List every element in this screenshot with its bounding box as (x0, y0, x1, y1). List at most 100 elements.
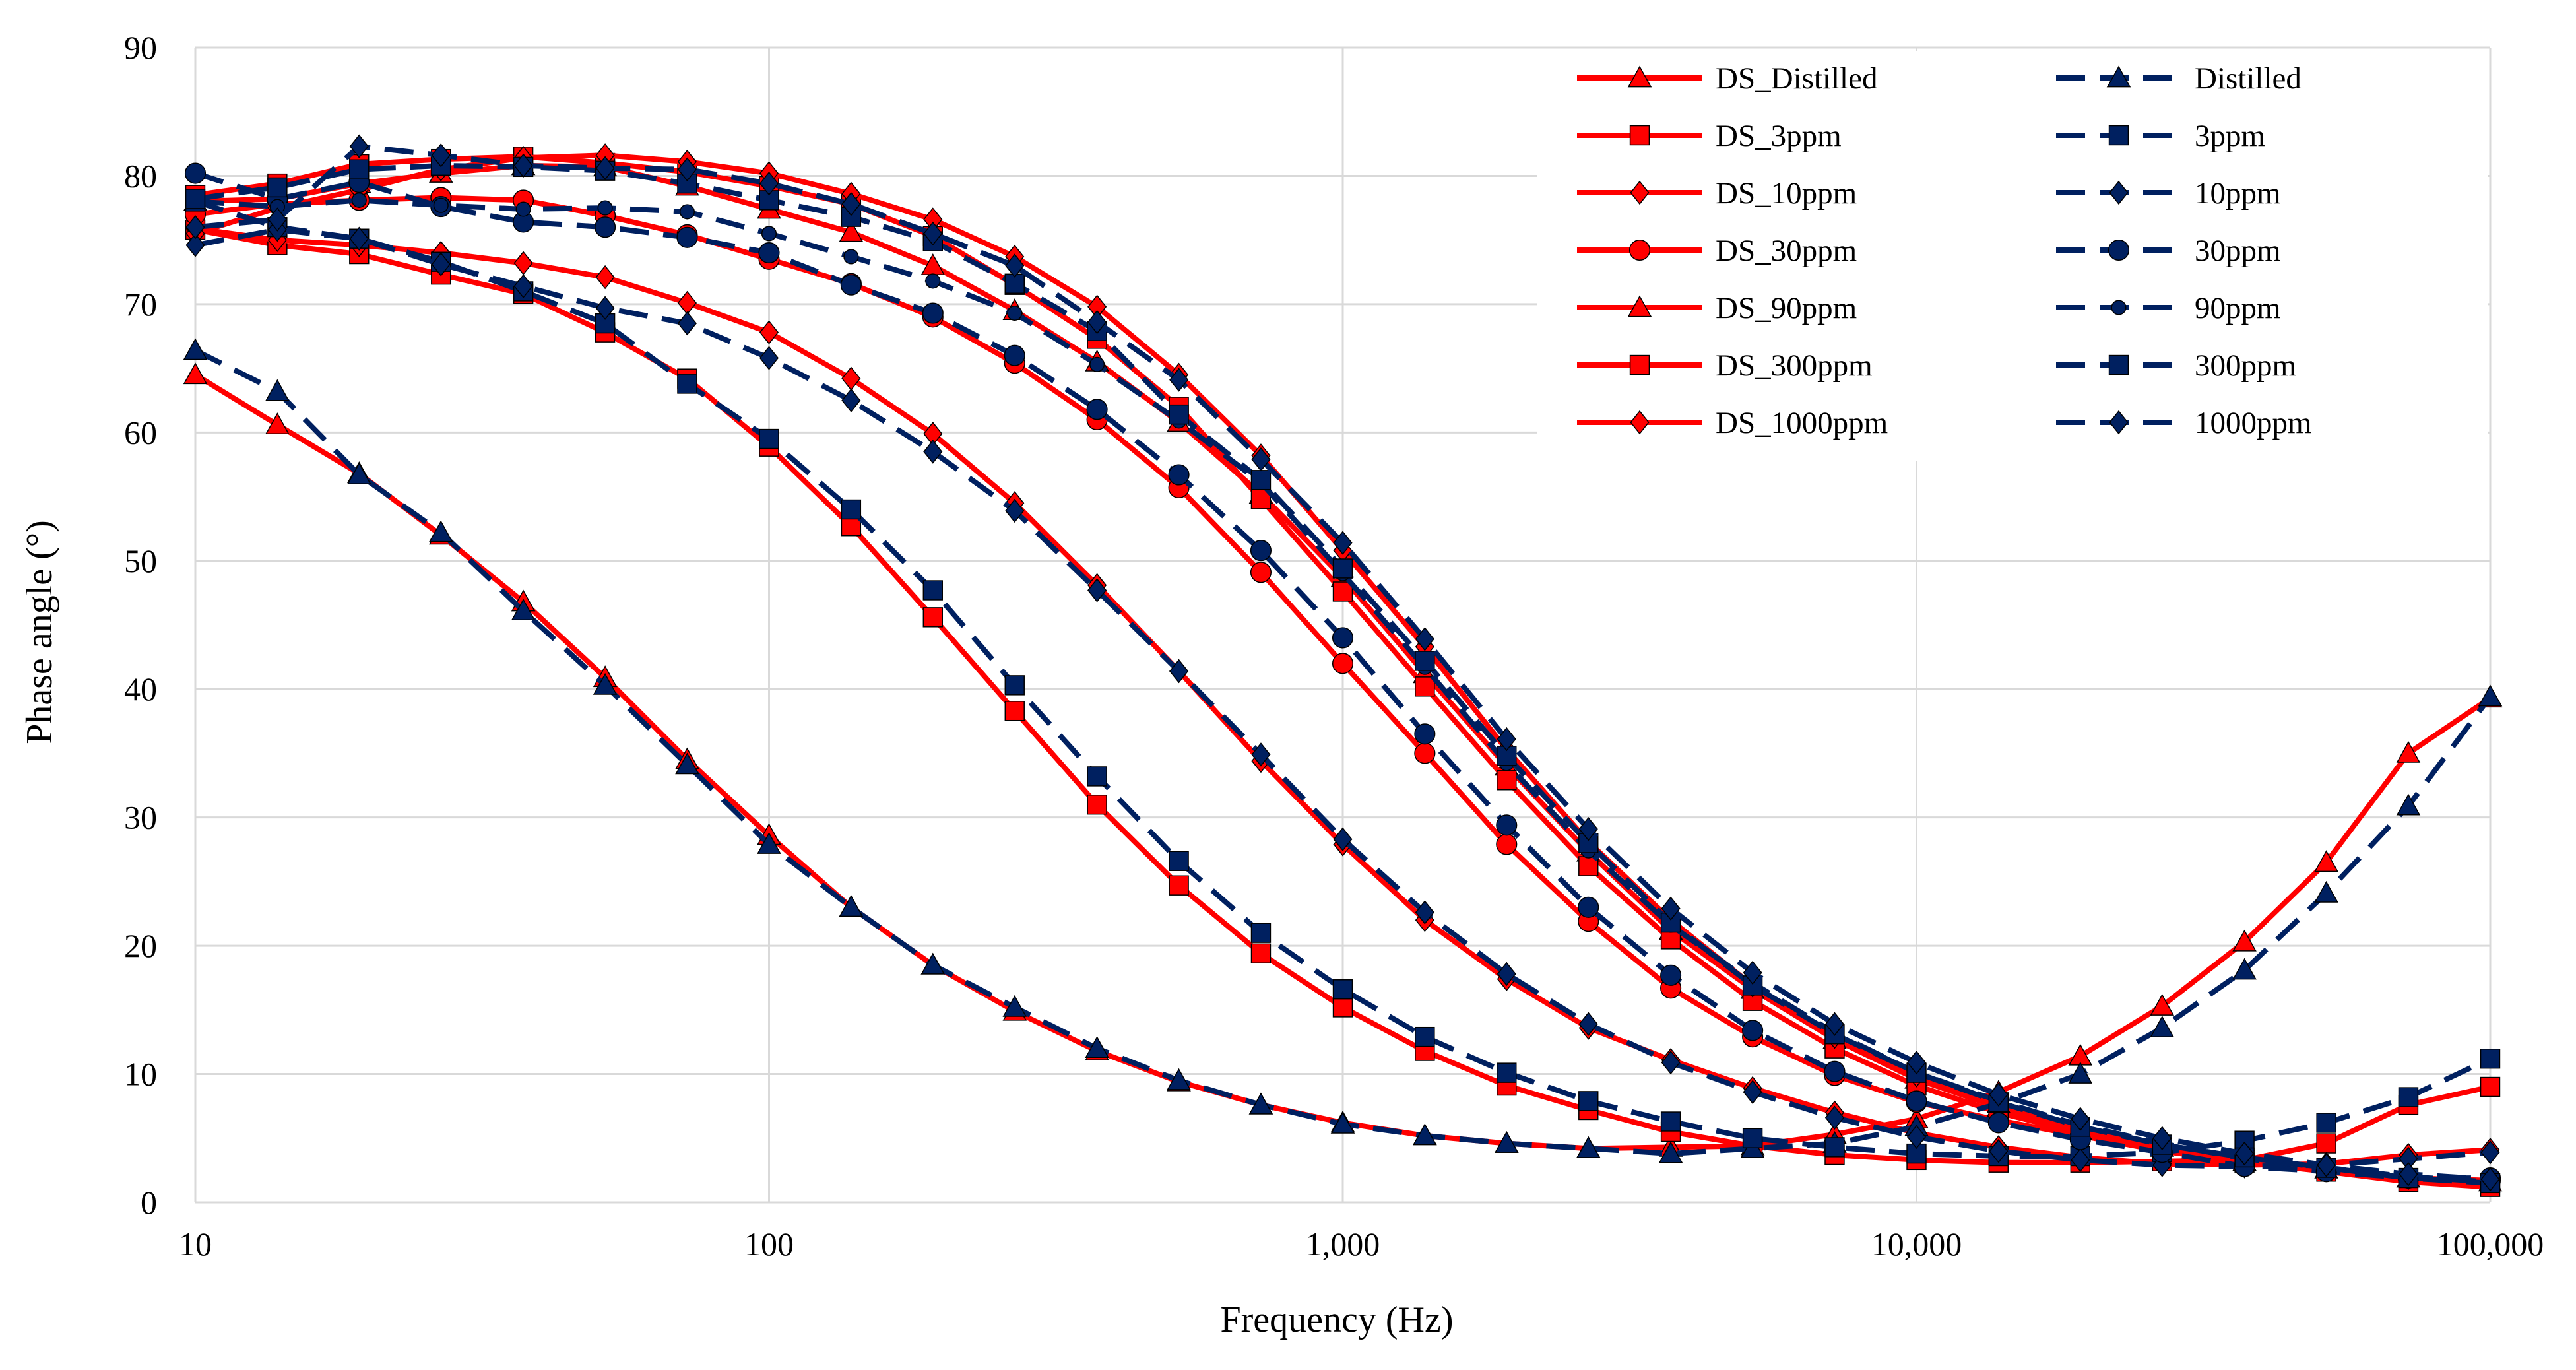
data-point (922, 580, 943, 601)
data-point (349, 159, 370, 179)
data-point (1089, 356, 1105, 372)
legend-marker (1629, 354, 1650, 375)
legend-label: DS_3ppm (1716, 119, 1842, 153)
data-point (841, 516, 862, 537)
data-point (1005, 253, 1025, 278)
legend-marker (2108, 125, 2129, 146)
legend-marker (2109, 180, 2129, 205)
data-point (513, 153, 533, 178)
data-point (2399, 1162, 2418, 1187)
series-layer (183, 134, 2503, 1197)
x-tick-label: 10,000 (1871, 1225, 1962, 1262)
data-point (1168, 464, 1190, 486)
data-point (2068, 1062, 2093, 1084)
y-tick-label: 20 (124, 927, 157, 964)
legend-item: DS_1000ppm (1577, 406, 1888, 440)
legend-item: Distilled (2056, 61, 2302, 96)
data-point (2480, 1076, 2501, 1097)
legend-label: 3ppm (2195, 119, 2265, 153)
data-point (839, 895, 864, 917)
data-point (1415, 1026, 1435, 1047)
legend-marker (2106, 65, 2131, 88)
legend-label: 90ppm (2195, 291, 2281, 325)
data-point (2150, 993, 2175, 1016)
data-point (1087, 795, 1107, 815)
data-point (431, 252, 451, 277)
data-point (433, 197, 449, 213)
legend-item: DS_30ppm (1577, 234, 1857, 268)
data-point (1906, 1125, 1927, 1150)
data-point (1906, 1050, 1927, 1075)
data-point (1332, 653, 1354, 674)
data-point (1661, 896, 1681, 921)
data-point (431, 143, 451, 168)
data-point (595, 216, 616, 238)
x-tick-label: 100 (744, 1225, 794, 1262)
legend-item: 30ppm (2056, 234, 2281, 268)
data-point (1497, 770, 1517, 791)
data-point (1987, 1112, 2009, 1134)
data-point (511, 599, 536, 620)
data-point (1743, 1080, 1762, 1104)
data-point (1495, 1131, 1519, 1153)
data-point (1660, 1111, 1681, 1132)
data-point (2317, 1153, 2336, 1177)
data-point (349, 134, 369, 158)
data-point (1661, 1050, 1681, 1075)
legend-marker (1628, 239, 1651, 261)
data-point (1004, 701, 1025, 721)
legend: DS_Distilled DS_3ppm DS_10ppm DS_30ppm DS_90… (1537, 51, 2488, 461)
data-point (1415, 651, 1435, 671)
data-point (347, 462, 371, 484)
data-point (2235, 1141, 2255, 1166)
data-point (1332, 997, 1353, 1018)
data-point (1330, 1111, 1355, 1134)
data-point (676, 226, 698, 248)
data-point (2152, 1126, 2172, 1150)
data-point (1167, 1068, 1191, 1090)
data-point (2480, 1140, 2500, 1165)
data-point (759, 320, 779, 344)
data-point (185, 189, 206, 209)
legend-marker (2108, 354, 2129, 375)
data-point (1415, 627, 1434, 651)
y-tick-label: 0 (141, 1184, 157, 1221)
data-point (1414, 742, 1436, 764)
data-point (923, 221, 943, 246)
data-point (1007, 305, 1023, 321)
data-point (2316, 1113, 2336, 1133)
data-point (1332, 558, 1353, 579)
data-point (1413, 1123, 1437, 1146)
data-point (185, 215, 205, 240)
data-point (267, 177, 288, 198)
data-point (2480, 1049, 2501, 1069)
legend-marker (1630, 180, 1650, 205)
data-point (595, 156, 615, 180)
data-point (841, 499, 862, 520)
data-point (1497, 1062, 1517, 1083)
data-point (1250, 923, 1272, 943)
data-point (1333, 827, 1353, 851)
series-line (195, 143, 2491, 1182)
legend-marker (2108, 239, 2130, 261)
legend-label: 10ppm (2195, 176, 2281, 211)
data-point (1087, 578, 1107, 603)
data-point (593, 672, 618, 695)
legend-item: 3ppm (2056, 119, 2265, 153)
data-point (841, 388, 861, 412)
data-point (1248, 1092, 1273, 1115)
data-point (2316, 1133, 2336, 1154)
data-point (843, 249, 859, 265)
data-point (1824, 1012, 1845, 1036)
data-point (595, 296, 615, 320)
legend-item: 300ppm (2056, 348, 2296, 383)
data-point (1496, 833, 1518, 855)
data-point (1824, 1137, 1845, 1158)
data-point (2396, 740, 2421, 763)
series-distilled (183, 338, 2503, 1163)
data-point (840, 274, 862, 296)
data-point (1332, 627, 1354, 649)
data-point (758, 242, 780, 264)
data-point (2398, 1087, 2419, 1107)
data-point (1578, 1091, 1599, 1111)
